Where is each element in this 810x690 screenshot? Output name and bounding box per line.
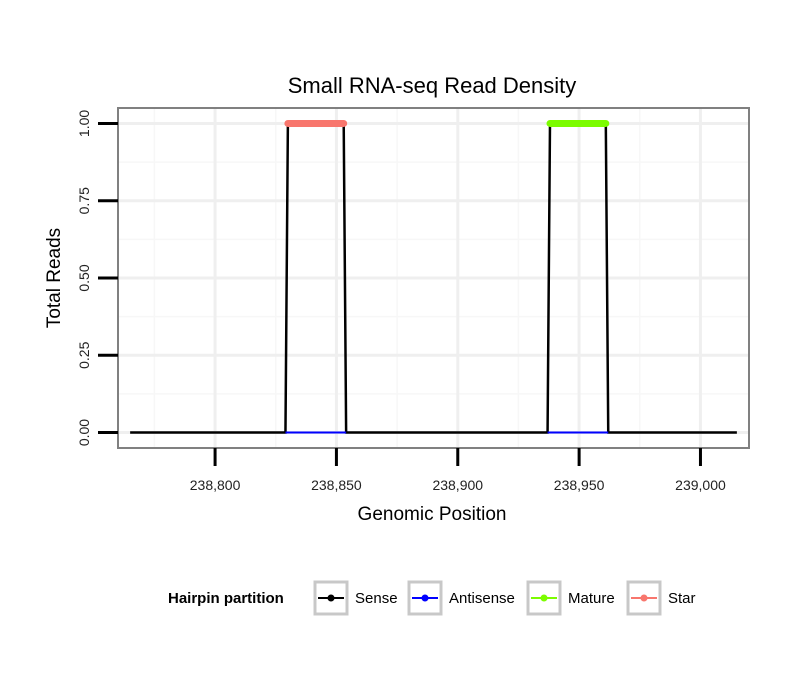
legend-item-star: Star [626, 580, 696, 616]
legend-label: Star [668, 590, 696, 607]
x-tick-label: 238,900 [432, 477, 483, 493]
y-tick-label: 0.25 [76, 341, 92, 368]
legend-key-dot [640, 594, 648, 602]
legend-item-mature: Mature [526, 580, 615, 616]
legend-items: Sense Antisense Mature Star [313, 580, 696, 616]
legend-label: Antisense [449, 590, 515, 607]
legend-key-dot [327, 594, 335, 602]
y-tick-label: 0.50 [76, 264, 92, 291]
series-line-sense [130, 122, 737, 434]
x-axis-label: Genomic Position [358, 504, 507, 525]
legend-item-sense: Sense [313, 580, 398, 616]
y-tick-label: 0.00 [76, 419, 92, 446]
y-axis: 0.00 0.25 0.50 0.75 1.00 [76, 110, 118, 446]
legend: Hairpin partition Sense Antisense Mature St… [168, 580, 696, 616]
x-tick-label: 238,950 [554, 477, 605, 493]
legend-title: Hairpin partition [168, 590, 284, 607]
x-tick-label: 238,800 [190, 477, 241, 493]
series-layer [130, 119, 737, 434]
y-axis-label: Total Reads [44, 228, 65, 328]
x-tick-label: 238,850 [311, 477, 362, 493]
legend-key-dot [421, 594, 429, 602]
x-tick-label: 239,000 [675, 477, 726, 493]
legend-item-antisense: Antisense [407, 580, 515, 616]
y-tick-label: 1.00 [76, 110, 92, 137]
x-axis: 238,800 238,850 238,900 238,950 239,000 [190, 448, 726, 493]
legend-label: Mature [568, 590, 615, 607]
legend-label: Sense [355, 590, 398, 607]
legend-key-dot [540, 594, 548, 602]
chart-title: Small RNA-seq Read Density [288, 73, 577, 98]
y-tick-label: 0.75 [76, 187, 92, 214]
